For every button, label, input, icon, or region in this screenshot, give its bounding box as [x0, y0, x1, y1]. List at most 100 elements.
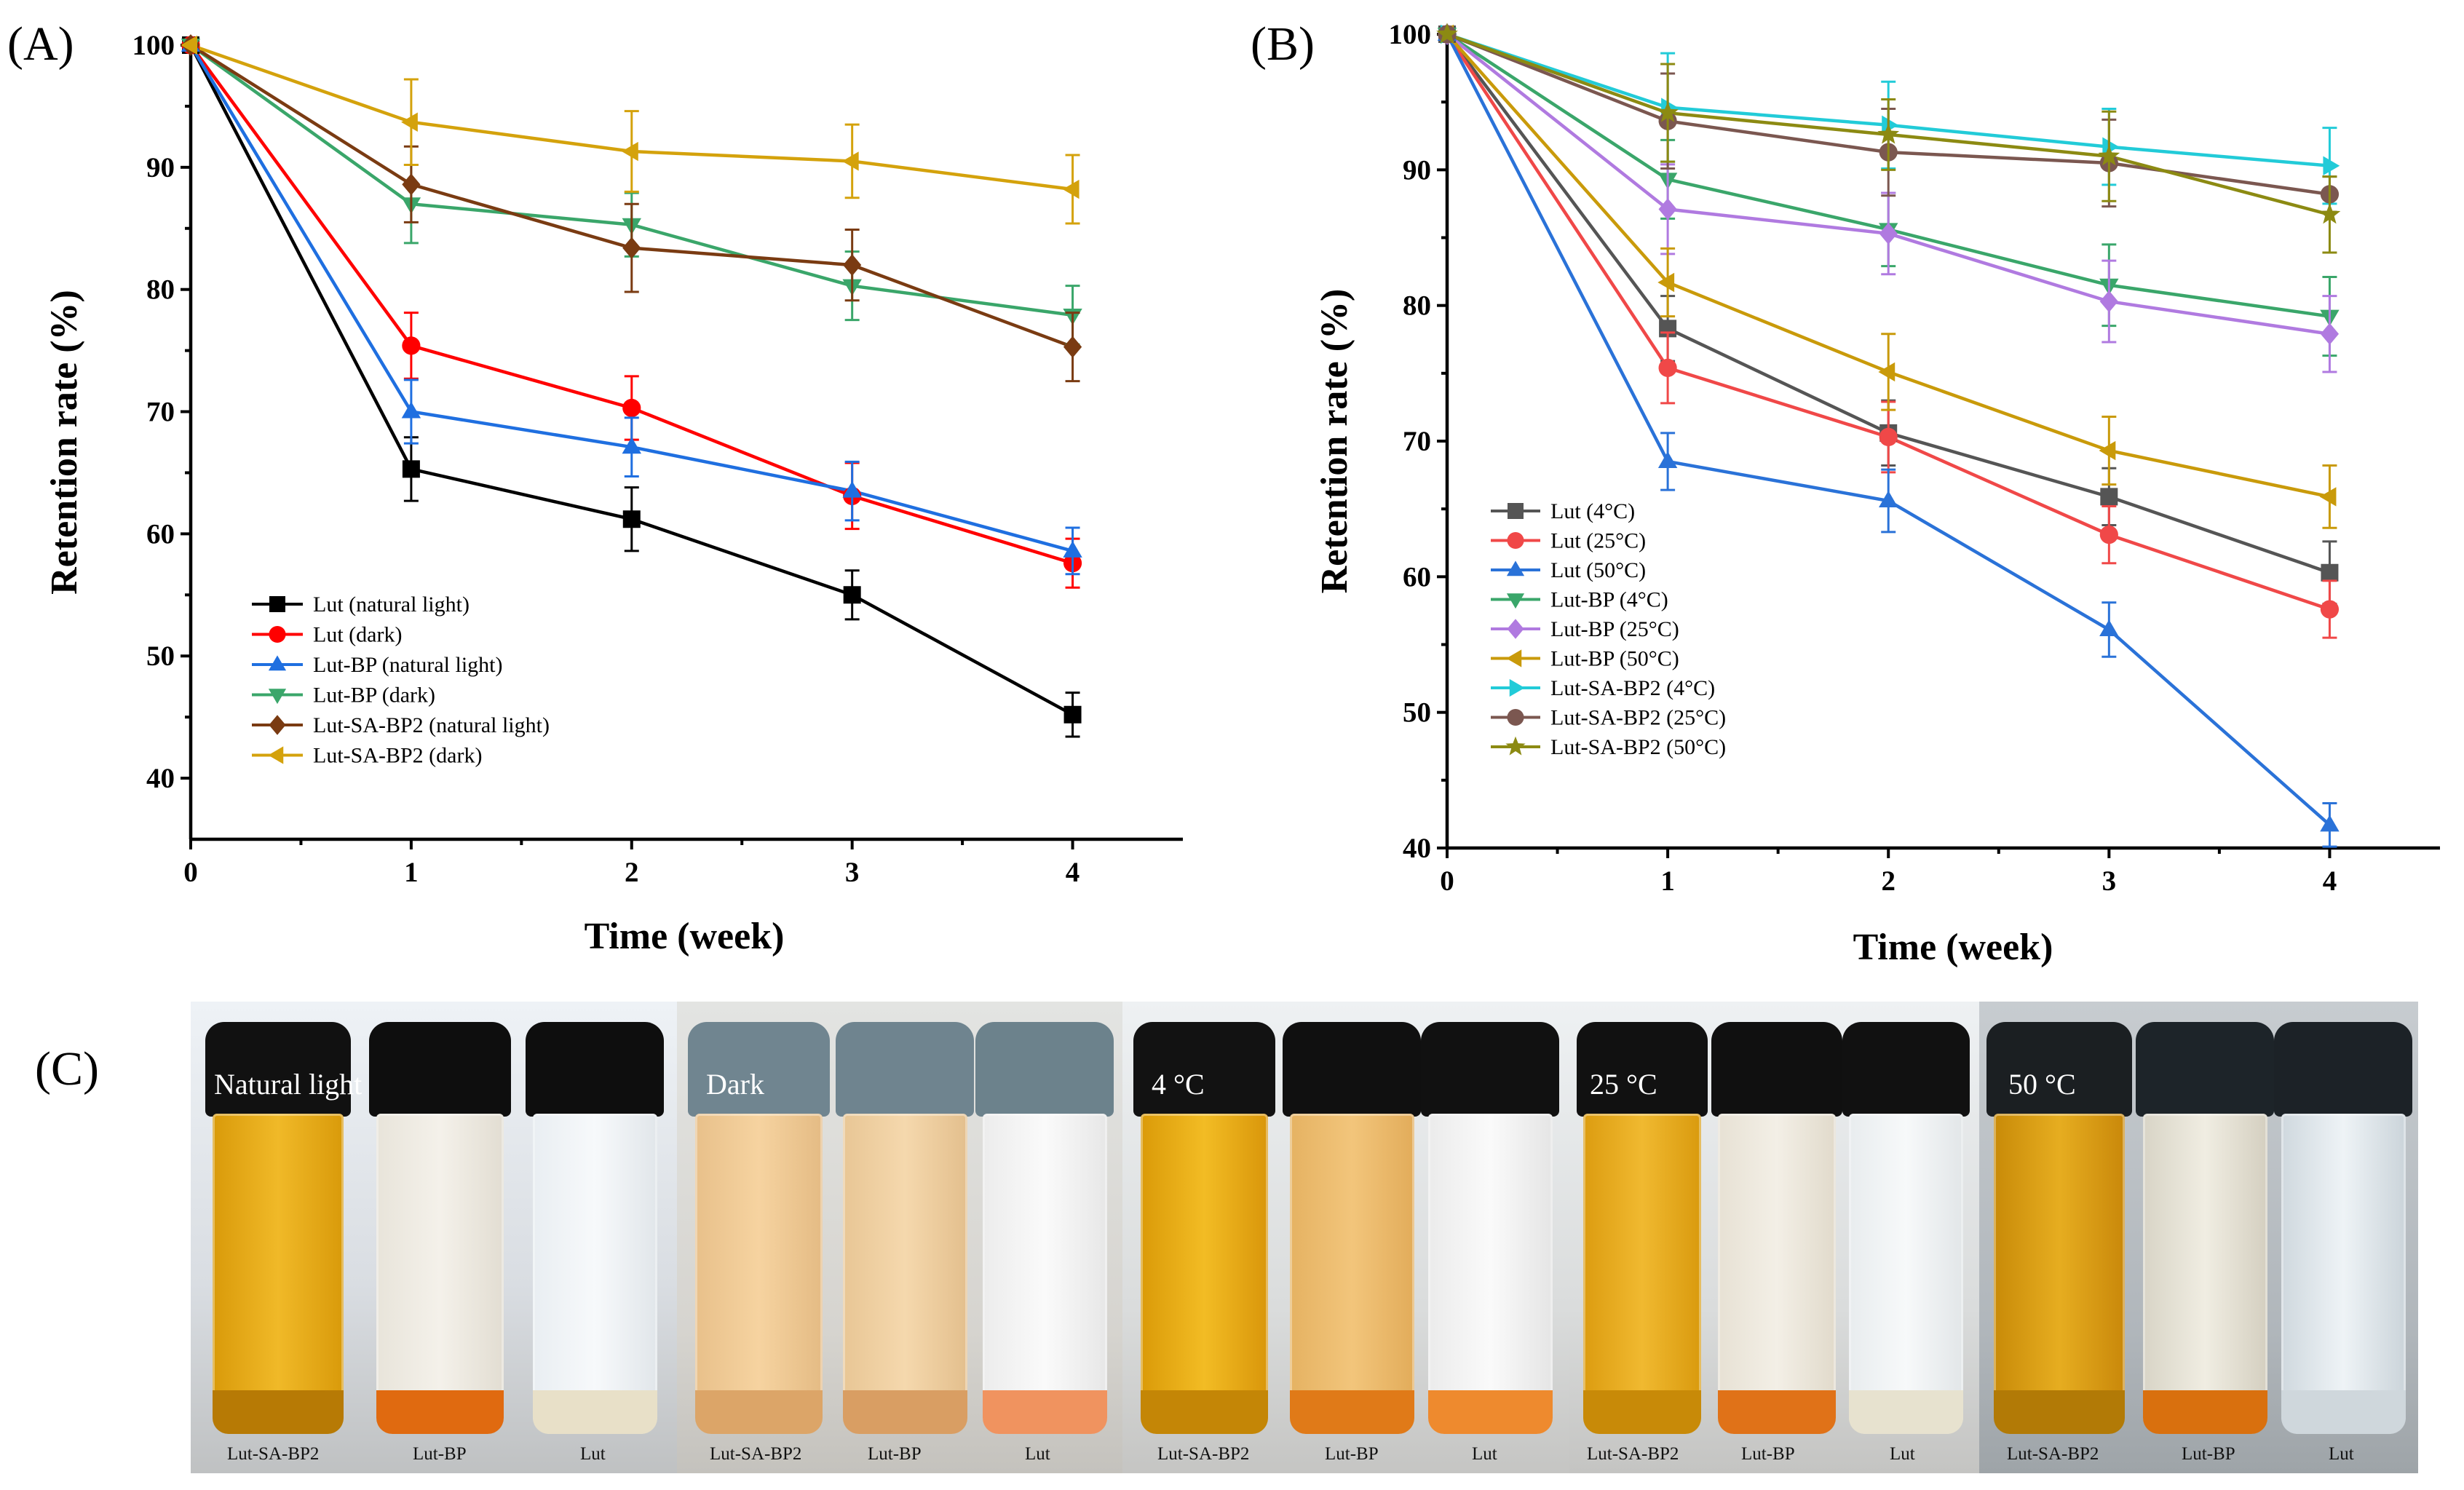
data-point: [1658, 358, 1677, 377]
y-axis-title: Retention rate (%): [44, 290, 85, 595]
data-point: [181, 35, 197, 55]
y-tick-label: 100: [132, 30, 175, 61]
data-point: [1062, 179, 1080, 199]
y-axis-title: Retention rate (%): [1314, 289, 1355, 594]
data-point: [2320, 322, 2340, 345]
data-point: [1436, 23, 1458, 44]
y-tick-label: 40: [146, 763, 175, 794]
data-point: [843, 586, 861, 604]
vial-lut: [2274, 1022, 2412, 1459]
data-point: [1657, 101, 1679, 122]
legend-marker: [1509, 678, 1525, 697]
photo-caption: 50 °C: [2008, 1068, 2076, 1101]
vial-label: Lut-BP: [413, 1444, 467, 1464]
data-point: [2099, 290, 2118, 313]
x-tick-label: 0: [183, 857, 198, 888]
legend-label: Lut-SA-BP2 (natural light): [313, 713, 550, 737]
data-point: [402, 460, 420, 478]
photo-caption: 4 °C: [1152, 1068, 1205, 1101]
vial-label: Lut: [1890, 1444, 1915, 1464]
data-point: [843, 254, 862, 277]
data-point: [1657, 451, 1678, 468]
panel-label-a: (A): [7, 17, 74, 71]
vial-lut: [1421, 1022, 1559, 1459]
chart-b: 40 50 60 70 80 90 100 0 1 2 3 4 Time (week) Retention…: [1314, 19, 2440, 968]
photo-natural-light: Natural light Lut-SA-BP2 Lut-BP Lut: [191, 1002, 677, 1473]
chart-a: 40 50 60 70 80 90 100 0 1 2 3 4 Time (week) Retention…: [44, 30, 1183, 957]
legend-label: Lut-BP (4°C): [1550, 588, 1668, 612]
vial-lut-sa-bp2: [205, 1022, 351, 1459]
photo-caption: 25 °C: [1590, 1068, 1657, 1101]
x-tick-label: 2: [1881, 865, 1895, 897]
legend-marker: [1506, 593, 1525, 609]
data-point: [1658, 198, 1677, 221]
vial-label: Lut-BP: [2182, 1444, 2235, 1464]
vial-label: Lut-SA-BP2: [1587, 1444, 1679, 1464]
x-tick-label: 4: [2323, 865, 2337, 897]
legend-marker: [1506, 560, 1525, 576]
vial-lut: [1842, 1022, 1970, 1459]
photo-strip: Natural light Lut-SA-BP2 Lut-BP Lut Dark…: [191, 1002, 2418, 1473]
data-point: [2099, 440, 2116, 461]
data-point: [401, 401, 421, 419]
legend-label: Lut (25°C): [1550, 529, 1646, 553]
vial-label: Lut-BP: [1741, 1444, 1795, 1464]
vial-lut-bp: [1283, 1022, 1421, 1459]
x-tick-label: 3: [2102, 865, 2117, 897]
data-point: [622, 398, 641, 418]
vial-label: Lut-SA-BP2: [227, 1444, 320, 1464]
photo-dark: Dark Lut-SA-BP2 Lut-BP Lut: [677, 1002, 1122, 1473]
x-tick-label: 1: [1660, 865, 1675, 897]
vial-lut-sa-bp2: [688, 1022, 830, 1459]
vial-label: Lut: [2329, 1444, 2354, 1464]
x-tick-label: 0: [1440, 865, 1454, 897]
data-point: [622, 237, 641, 259]
y-tick-label: 80: [1403, 290, 1431, 322]
data-point: [2320, 600, 2340, 619]
legend-label: Lut-SA-BP2 (50°C): [1550, 735, 1726, 759]
legend-marker: [1507, 708, 1524, 726]
panel-label-b: (B): [1251, 17, 1315, 71]
photo-50c: 50 °C Lut-SA-BP2 Lut-BP Lut: [1979, 1002, 2418, 1473]
legend-label: Lut-SA-BP2 (dark): [313, 744, 482, 768]
data-point: [402, 173, 421, 196]
data-point: [841, 151, 859, 171]
legend-marker: [1508, 503, 1524, 519]
legend-marker: [268, 655, 287, 671]
vial-label: Lut: [580, 1444, 606, 1464]
legend-label: Lut-BP (natural light): [313, 653, 503, 677]
y-tick-label: 50: [146, 641, 175, 672]
data-point: [621, 141, 638, 162]
legend-marker: [1507, 531, 1524, 550]
x-tick-label: 4: [1066, 857, 1080, 888]
data-point: [2099, 525, 2118, 544]
vial-lut-sa-bp2: [1133, 1022, 1275, 1459]
data-point: [2098, 145, 2120, 166]
photo-4c: 4 °C Lut-SA-BP2 Lut-BP Lut: [1122, 1002, 1569, 1473]
data-point: [1879, 491, 1898, 507]
data-point: [2321, 563, 2339, 582]
legend-marker: [1505, 736, 1526, 756]
vial-label: Lut-SA-BP2: [2007, 1444, 2099, 1464]
x-tick-label: 2: [625, 857, 639, 888]
data-point: [402, 336, 421, 355]
legend-label: Lut (dark): [313, 623, 402, 647]
legend-marker: [268, 746, 284, 764]
data-point: [1877, 123, 1900, 144]
legend-label: Lut-BP (25°C): [1550, 617, 1679, 641]
x-tick-label: 3: [845, 857, 860, 888]
vial-label: Lut: [1025, 1444, 1050, 1464]
legend-label: Lut-BP (dark): [313, 683, 435, 708]
vial-lut-bp: [1711, 1022, 1842, 1459]
legend-label: Lut (4°C): [1550, 499, 1635, 523]
photo-caption: Natural light: [214, 1068, 363, 1101]
data-point: [2323, 156, 2340, 175]
x-axis-title: Time (week): [1853, 927, 2053, 968]
vial-lut-bp: [836, 1022, 974, 1459]
data-point: [1657, 272, 1675, 293]
legend-marker: [269, 715, 286, 735]
legend-label: Lut (50°C): [1550, 558, 1646, 582]
y-tick-label: 90: [146, 152, 175, 183]
data-point: [1063, 336, 1082, 358]
